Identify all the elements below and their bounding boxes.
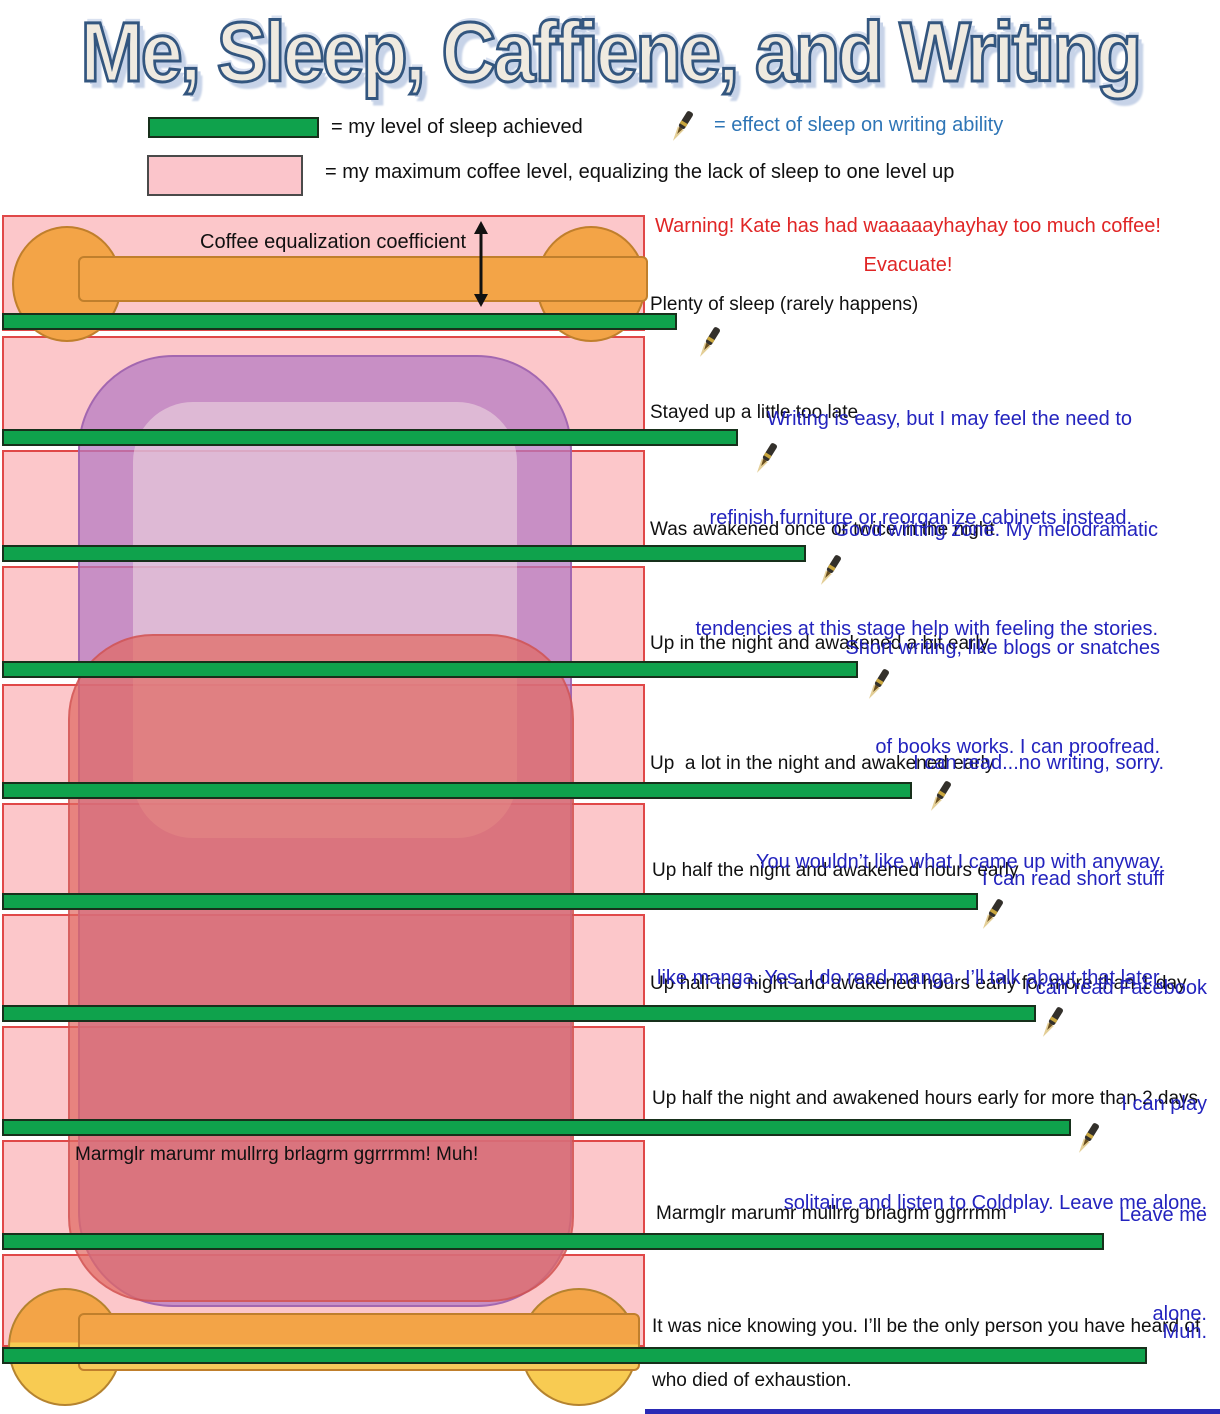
pen-icon [752, 440, 778, 478]
row-label: Up in the night and awakened a bit early [650, 633, 990, 654]
salmon-overlay-shape [68, 634, 574, 1302]
note-line: I can read...no writing, sorry. [913, 752, 1164, 774]
note-line: Muh. [1162, 1321, 1207, 1343]
coffee-coefficient-label: Coffee equalization coefficient [200, 231, 467, 253]
pen-icon [978, 896, 1004, 934]
note-line: I can read Facebook [1024, 977, 1207, 999]
writing-note: Writing is easy, but I may feel the need… [710, 337, 1132, 601]
row-label: Up a lot in the night and awakened early [650, 753, 995, 774]
writing-note: I can read short stuff like manga. Yes. … [657, 797, 1164, 1061]
cut-off-blue-line [645, 1409, 1220, 1414]
pen-icon [816, 552, 842, 590]
writing-note: I can read...no writing, sorry. You woul… [756, 681, 1164, 945]
writing-note: Short writing, like blogs or snatches of… [845, 566, 1160, 830]
note-line: Short writing, like blogs or snatches [845, 637, 1160, 659]
axle [78, 256, 648, 302]
note-line: solitaire and listen to Coldplay. Leave … [783, 1192, 1207, 1214]
sleep-bar [2, 1233, 1104, 1250]
writing-note: I can play solitaire and listen to Coldp… [784, 1022, 1207, 1286]
pen-icon [1038, 1004, 1064, 1042]
double-arrow-icon [470, 221, 492, 312]
sleep-bar [2, 1119, 1071, 1136]
row-label: Stayed up a little too late [650, 402, 859, 423]
pen-icon [926, 778, 952, 816]
note-line: Writing is easy, but I may feel the need… [767, 408, 1132, 430]
page-title: Me, Sleep, Caffiene, and Writing [79, 4, 1143, 101]
pen-icon [1074, 1120, 1100, 1158]
pen-icon [864, 666, 890, 704]
row-label-continued: who died of exhaustion. [652, 1370, 852, 1391]
warning-line2: Evacuate! [863, 254, 953, 276]
row-label: Plenty of sleep (rarely happens) [650, 294, 919, 315]
note-line: alone. [1152, 1303, 1208, 1325]
sleep-bar [2, 782, 912, 799]
writing-note: I can read Facebook [1025, 906, 1207, 1071]
sleep-bar [2, 313, 677, 330]
legend-coffee-label: = my maximum coffee level, equalizing th… [325, 161, 955, 183]
pen-icon [668, 108, 694, 146]
sleep-bar [2, 893, 978, 910]
note-line: I can read short stuff [982, 868, 1164, 890]
note-line: Leave me [1119, 1204, 1207, 1226]
sleep-bar [2, 429, 738, 446]
writing-note: Leave me alone. [1119, 1133, 1207, 1397]
note-line: tendencies at this stage help with feeli… [695, 618, 1159, 640]
legend-sleep-label: = my level of sleep achieved [331, 116, 583, 138]
pen-icon [695, 324, 721, 362]
note-line: You wouldn’t like what I came up with an… [756, 851, 1164, 873]
legend-green-swatch [148, 117, 319, 138]
sleep-bar [2, 661, 858, 678]
note-line: refinish furniture or reorganize cabinet… [709, 507, 1132, 529]
legend-pink-swatch [147, 155, 303, 196]
row-label: Up half the night and awakened hours ear… [650, 973, 1187, 994]
overlay-gibberish-text: Marmglr marumr mullrrg brlagrm ggrrrmm! … [75, 1144, 479, 1165]
row-label: Was awakened once or twice in the night [650, 519, 995, 540]
note-line: I can play [1121, 1093, 1207, 1115]
warning-line1: Warning! Kate has had waaaaayhayhay too … [655, 215, 1161, 237]
legend-pen-label: = effect of sleep on writing ability [714, 114, 1004, 136]
writing-note: Good writing zone. My melodramatic tende… [696, 448, 1159, 712]
row-label: Up half the night and awakened hours ear… [652, 860, 1019, 881]
sleep-bar [2, 545, 806, 562]
sleep-bar [2, 1005, 1036, 1022]
note-line: like manga. Yes. I do read manga. I’ll t… [657, 967, 1164, 989]
row-label: Marmglr marumr mullrrg brlagrm ggrrrmm [656, 1203, 1007, 1224]
sleep-bar [2, 1347, 1147, 1364]
row-label: It was nice knowing you. I’ll be the onl… [652, 1316, 1201, 1337]
warning-text: Warning! Kate has had waaaaayhayhay too … [648, 207, 1168, 285]
writing-note: Muh. [1163, 1250, 1207, 1414]
note-line: Good writing zone. My melodramatic [833, 519, 1158, 541]
note-line: of books works. I can proofread. [875, 736, 1160, 758]
row-label: Up half the night and awakened hours ear… [652, 1088, 1199, 1109]
